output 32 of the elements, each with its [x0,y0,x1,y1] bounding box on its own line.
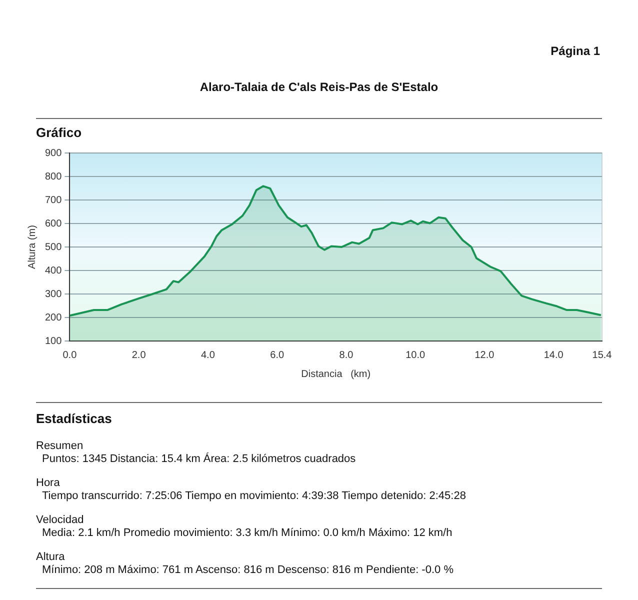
y-tick-label: 100 [44,336,62,347]
text: Altura [36,551,66,563]
text: Página 1 [550,44,600,58]
text: Resumen [36,440,84,452]
y-tick-label: 400 [44,265,62,276]
x-tick-label: 12.0 [474,350,495,361]
x-tick-label: 6.0 [270,350,284,361]
x-tick-label: 14.0 [544,350,564,361]
y-tick-label: 600 [44,218,62,230]
x-tick-label: 0.0 [62,350,78,361]
y-tick-label: 800 [44,171,62,182]
x-tick-label: 2.0 [132,350,146,361]
text: Mínimo: 208 m Máximo: 761 m Ascenso: 816 m Descenso: 816 m Pendiente: -0.0 % [41,564,454,576]
y-tick-label: 700 [44,194,62,206]
chart-subtitle: Gráfico [36,125,83,140]
x-tick-label: 4.0 [200,350,216,361]
y-axis-title: Altura (m) [26,225,38,269]
y-tick-label: 500 [44,242,62,253]
y-tick-label: 300 [44,288,62,300]
chart-title: Alaro-Talaia de C'als Reis-Pas de S'Estalo [198,80,440,94]
x-axis-title: Distancia (km) [301,368,371,380]
text: Tiempo transcurrido: 7:25:06 Tiempo en movimiento: 4:39:38 Tiempo detenido: 2:45:28 [41,490,467,502]
y-tick-label: 900 [44,148,62,159]
text: Velocidad [36,514,85,526]
text: Estadísticas [36,411,113,426]
x-tick-label: 8.0 [339,350,354,361]
text: Media: 2.1 km/h Promedio movimiento: 3.3 km/h Mínimo: 0.0 km/h Máximo: 12 km/h [41,527,454,539]
x-tick-label: 15.4 [592,350,612,361]
text: Hora [36,477,61,489]
text: Puntos: 1345 Distancia: 15.4 km Área: 2.5 kilómetros cuadrados [41,453,357,465]
y-tick-label: 200 [44,312,62,324]
x-tick-label: 10.0 [406,350,426,361]
